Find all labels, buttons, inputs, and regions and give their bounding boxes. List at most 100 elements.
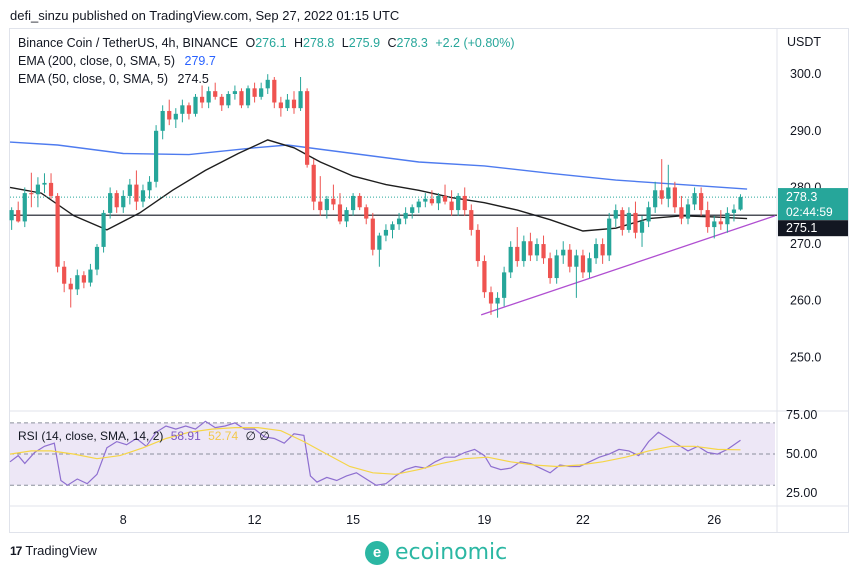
candle-up	[383, 229, 389, 236]
candle-up	[574, 255, 579, 267]
candle-down	[633, 212, 638, 233]
tradingview-logo-icon: 17	[10, 543, 22, 558]
high-label: H	[294, 36, 304, 50]
low-value: 275.9	[348, 36, 381, 50]
candle-down	[81, 275, 86, 283]
candle-down	[620, 210, 625, 230]
candle-down	[291, 99, 297, 109]
ecoinomic-brand: ecoinomic	[395, 540, 508, 565]
candle-up	[35, 184, 41, 195]
candle-down	[541, 244, 546, 259]
candle-down	[357, 195, 362, 208]
candle-up	[423, 198, 428, 202]
candle-up	[88, 269, 93, 283]
candle-down	[580, 255, 586, 273]
last-price-badge	[778, 188, 848, 221]
rsi-tick-label: 50.00	[786, 447, 817, 461]
close-value: 278.3	[396, 36, 428, 50]
candle-up	[561, 249, 566, 256]
candle-up	[456, 195, 461, 211]
candle-up	[344, 210, 349, 222]
candle-up	[626, 212, 631, 230]
candle-down	[252, 88, 257, 97]
rsi-sma-line	[9, 427, 741, 475]
open-value: 276.1	[255, 36, 287, 50]
candle-up	[403, 212, 408, 219]
time-tick-label: 12	[248, 513, 262, 527]
candle-up	[377, 235, 382, 250]
candle-up	[502, 272, 507, 298]
change-value: +2.2 (+0.80%)	[435, 36, 515, 50]
candle-up	[206, 91, 211, 103]
candle-down	[134, 184, 139, 202]
candle-up	[101, 212, 106, 247]
close-label: C	[387, 36, 397, 50]
candle-up	[75, 275, 80, 290]
candle-down	[62, 266, 67, 284]
candle-down	[488, 292, 494, 304]
candle-up	[285, 99, 290, 109]
rsi-legend[interactable]: RSI (14, close, SMA, 14, 2) 58.91 52.74 …	[18, 429, 270, 443]
ema50-label: EMA (50, close, 0, SMA, 5)	[18, 72, 169, 86]
rsi-line	[9, 420, 741, 486]
candle-up	[396, 218, 402, 225]
rsi-tick-label: 75.00	[786, 408, 817, 422]
candle-up	[298, 91, 303, 109]
tradingview-footer[interactable]: 17 TradingView	[10, 543, 97, 558]
candle-up	[140, 190, 146, 202]
candle-down	[462, 195, 467, 211]
candle-down	[567, 249, 572, 267]
candle-up	[121, 195, 126, 208]
trendline	[480, 215, 776, 316]
candle-up	[685, 204, 691, 219]
candle-up	[226, 93, 231, 106]
candle-down	[515, 246, 520, 262]
candle-down	[213, 91, 218, 97]
ecoinomic-logo-icon: e	[365, 540, 389, 565]
candle-up	[593, 244, 599, 259]
publisher-line: defi_sinzu published on TradingView.com,…	[10, 8, 400, 23]
candle-down	[55, 195, 60, 267]
countdown-text: 02:44:59	[786, 205, 833, 219]
hline-price-text: 275.1	[786, 221, 817, 235]
symbol-name[interactable]: Binance Coin / TetherUS, 4h, BINANCE	[18, 36, 239, 50]
candle-down	[337, 204, 343, 222]
candle-down	[659, 190, 664, 199]
candle-down	[699, 193, 704, 211]
ema200-legend[interactable]: EMA (200, close, 0, SMA, 5) 279.7	[18, 54, 216, 68]
candle-up	[94, 246, 100, 270]
candle-up	[554, 255, 559, 279]
price-tick-label: 270.0	[790, 237, 821, 251]
ema50-legend[interactable]: EMA (50, close, 0, SMA, 5) 274.5	[18, 72, 209, 86]
candle-up	[324, 198, 329, 211]
candle-down	[114, 193, 119, 208]
candle-up	[521, 241, 526, 262]
rsi-value: 58.91	[170, 429, 201, 443]
ema200-line	[9, 141, 748, 190]
rsi-label: RSI (14, close, SMA, 14, 2)	[18, 429, 164, 443]
candle-down	[305, 91, 310, 165]
candle-up	[108, 193, 113, 213]
candle-down	[318, 201, 323, 211]
candle-up	[22, 193, 27, 222]
candle-down	[199, 96, 205, 103]
candle-up	[9, 210, 14, 221]
candle-up	[534, 244, 540, 256]
candle-up	[712, 221, 717, 228]
time-tick-label: 15	[346, 513, 360, 527]
candle-down	[672, 187, 677, 208]
candle-down	[364, 207, 369, 219]
candle-up	[416, 201, 421, 208]
candle-up	[508, 246, 513, 273]
candle-down	[469, 210, 474, 230]
candle-up	[245, 88, 251, 106]
candle-up	[160, 110, 165, 131]
candle-up	[725, 212, 730, 225]
rsi-tick-label: 25.00	[786, 486, 817, 500]
rsi-extra: ∅ ∅	[245, 429, 270, 443]
candle-down	[705, 210, 710, 228]
candle-down	[449, 201, 454, 211]
currency-label: USDT	[787, 35, 821, 49]
candle-down	[16, 210, 21, 222]
